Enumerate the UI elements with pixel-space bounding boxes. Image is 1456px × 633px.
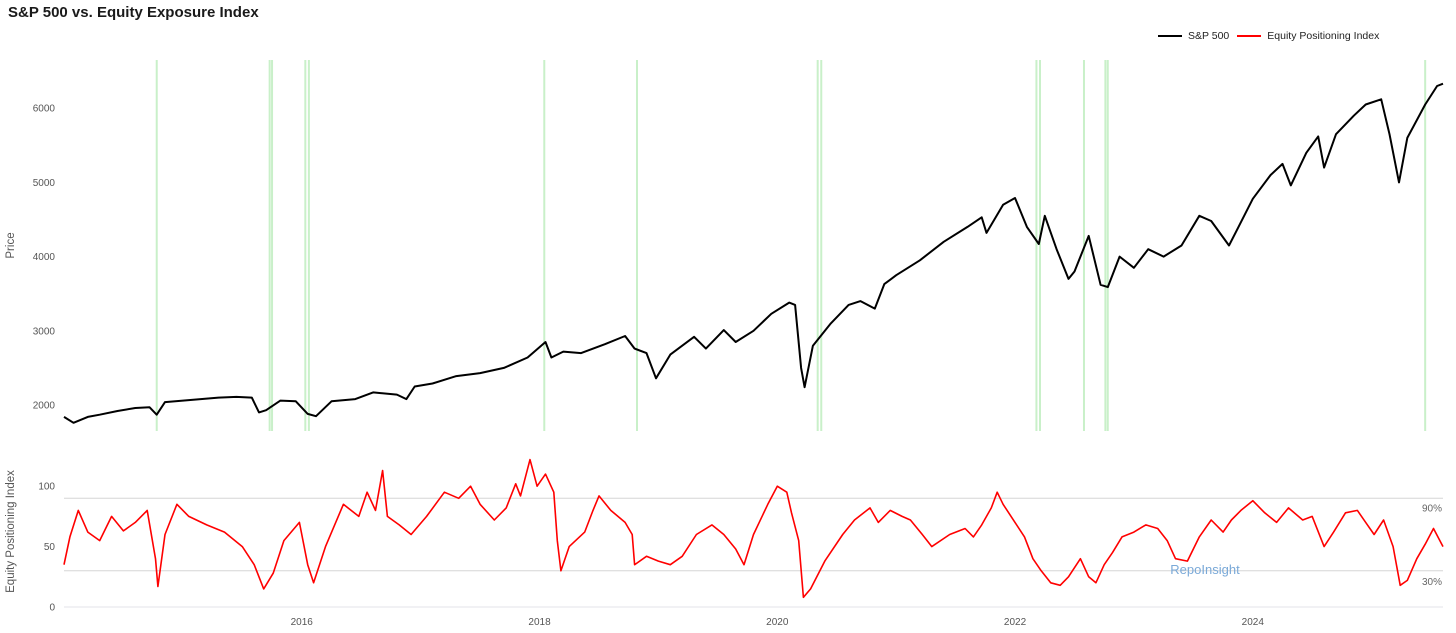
reference-label-0: 90% (1422, 503, 1442, 514)
y-tick-label-0-3: 5000 (33, 178, 56, 189)
legend-swatch-positioning (1237, 35, 1262, 37)
legend: S&P 500 Equity Positioning Index (1158, 30, 1379, 42)
y-axis-title-1: Equity Positioning Index (5, 470, 17, 593)
x-tick-label-1: 2018 (528, 617, 551, 628)
y-tick-label-0-4: 6000 (33, 104, 56, 115)
legend-item-sp500[interactable]: S&P 500 (1158, 30, 1229, 42)
chart-title: S&P 500 vs. Equity Exposure Index (8, 4, 259, 21)
y-tick-label-1-0: 0 (49, 603, 55, 614)
reference-label-1: 30% (1422, 577, 1442, 588)
x-tick-label-0: 2016 (291, 617, 314, 628)
watermark-text: RepoInsight (1170, 562, 1240, 577)
y-tick-label-0-2: 4000 (33, 252, 56, 263)
series-line-sp500 (63, 82, 1444, 424)
x-tick-label-2: 2020 (766, 617, 789, 628)
series-line-positioning-index (63, 458, 1444, 599)
x-tick-label-4: 2024 (1242, 617, 1265, 628)
y-tick-label-0-1: 3000 (33, 326, 56, 337)
y-tick-label-1-1: 50 (44, 542, 56, 553)
y-tick-label-1-2: 100 (38, 482, 55, 493)
legend-swatch-sp500 (1158, 35, 1182, 37)
legend-label-sp500: S&P 500 (1188, 30, 1230, 42)
y-axis-title-0: Price (5, 232, 17, 258)
x-tick-label-3: 2022 (1004, 617, 1027, 628)
legend-item-positioning[interactable]: Equity Positioning Index (1237, 30, 1379, 42)
legend-label-positioning: Equity Positioning Index (1267, 30, 1380, 42)
y-tick-label-0-0: 2000 (33, 401, 56, 412)
